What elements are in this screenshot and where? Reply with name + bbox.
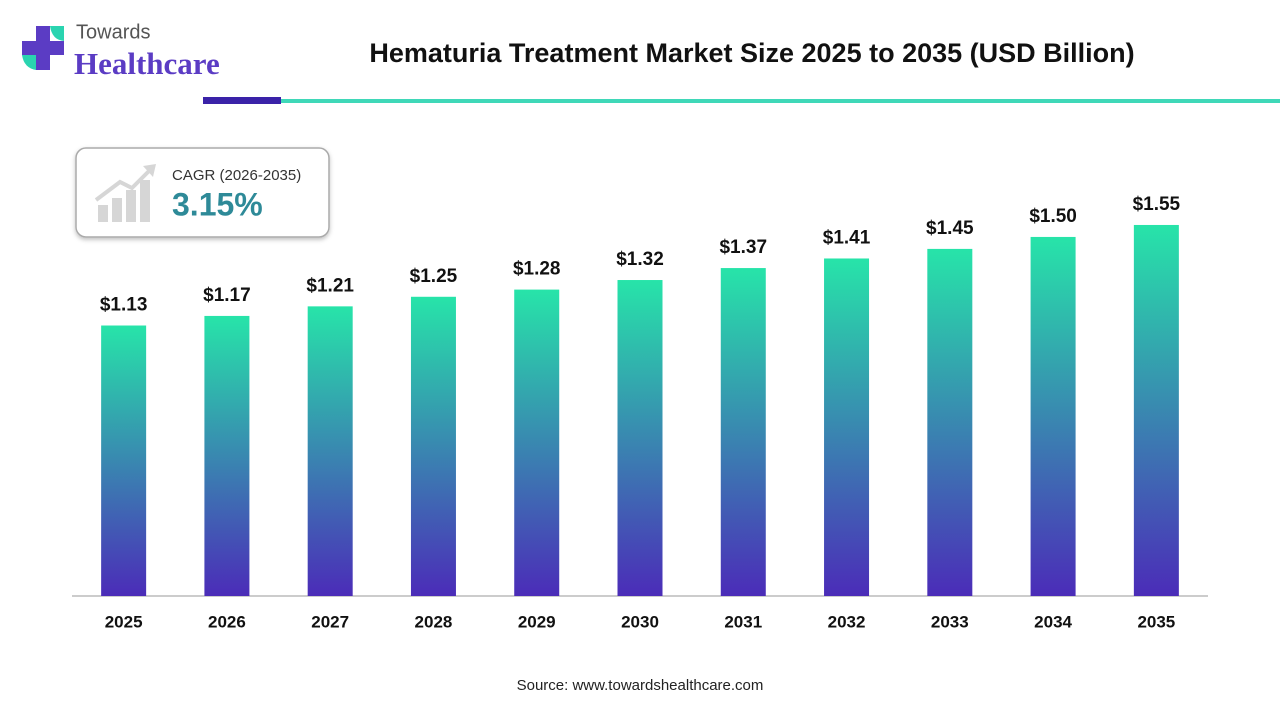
value-label: $1.55 (1133, 194, 1181, 215)
bar (824, 258, 870, 596)
x-tick-label: 2031 (724, 612, 762, 631)
x-tick-label: 2027 (311, 612, 349, 631)
bar (204, 315, 250, 596)
x-tick-label: 2034 (1034, 612, 1072, 631)
bar (720, 268, 766, 596)
value-label: $1.50 (1029, 206, 1077, 227)
cagr-icon (94, 164, 156, 222)
value-label: $1.17 (203, 285, 251, 306)
x-tick-label: 2028 (415, 612, 453, 631)
bar (101, 325, 147, 596)
x-tick-label: 2032 (828, 612, 866, 631)
brand-line2: Healthcare (74, 46, 220, 81)
value-label: $1.28 (513, 259, 561, 280)
value-label: $1.32 (616, 249, 664, 270)
x-tick-label: 2035 (1137, 612, 1175, 631)
logo (22, 26, 64, 70)
x-tick-label: 2026 (208, 612, 246, 631)
bar (1030, 236, 1076, 596)
value-label: $1.45 (926, 218, 974, 239)
x-tick-label: 2030 (621, 612, 659, 631)
bar (927, 248, 973, 596)
cagr-label: CAGR (2026-2035) (172, 167, 301, 184)
x-tick-label: 2033 (931, 612, 969, 631)
value-label: $1.21 (306, 275, 354, 296)
bar (617, 280, 663, 596)
bar (307, 306, 353, 596)
value-label: $1.41 (823, 227, 871, 248)
x-tick-label: 2029 (518, 612, 556, 631)
cagr-value: 3.15% (172, 186, 263, 222)
bar (410, 296, 456, 596)
x-tick-label: 2025 (105, 612, 143, 631)
header-accent (203, 97, 281, 104)
bar (1133, 224, 1179, 596)
header-line (281, 99, 1280, 103)
bar (514, 289, 560, 596)
brand-line1: Towards (76, 21, 150, 43)
cagr-box (75, 147, 330, 238)
value-label: $1.37 (719, 237, 767, 258)
value-label: $1.25 (410, 266, 458, 287)
source: Source: www.towardshealthcare.com (517, 677, 764, 694)
value-label: $1.13 (100, 295, 148, 316)
chart-title: Hematuria Treatment Market Size 2025 to … (369, 38, 1134, 68)
